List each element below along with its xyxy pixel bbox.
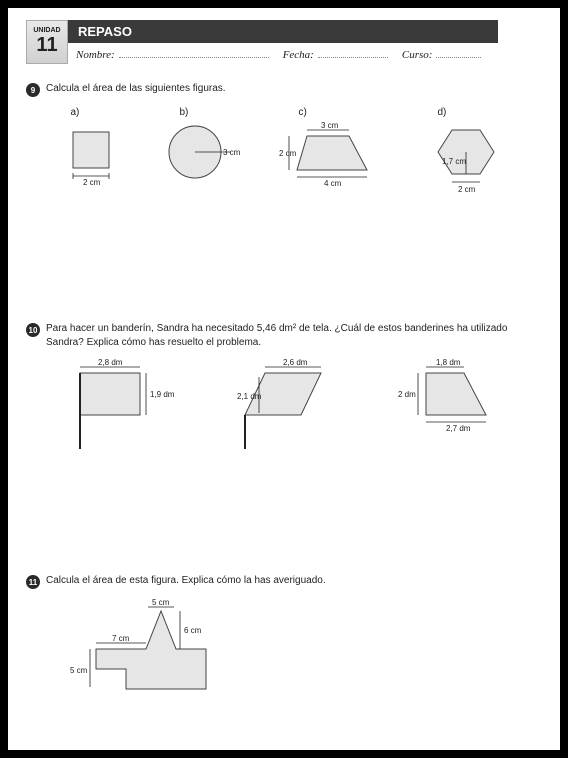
fig-9c-bottom: 4 cm <box>324 179 342 188</box>
exercise-9: 9 Calcula el área de las siguientes figu… <box>26 82 542 202</box>
fig-10-3: 1,8 dm 2 dm 2,7 dm <box>388 359 518 454</box>
fig-10-3-top: 1,8 dm <box>436 359 461 367</box>
fig-11-rect-w: 7 cm <box>112 634 130 643</box>
fig-9b: b) 3 cm <box>160 107 250 202</box>
fig-9d-side: 2 cm <box>458 185 476 194</box>
fig-10-1: 2,8 dm 1,9 dm <box>50 359 180 454</box>
fig-11-rect-h: 5 cm <box>70 666 88 675</box>
fig-10-2-h: 2,1 dm <box>237 392 262 401</box>
fig-9c-label: c) <box>279 107 389 118</box>
fig-10-1-w: 2,8 dm <box>98 359 123 367</box>
unit-number: 11 <box>36 34 57 57</box>
student-fields: Nombre: Fecha: Curso: <box>68 43 498 61</box>
fig-9a-dim: 2 cm <box>83 178 101 187</box>
ex9-text: Calcula el área de las siguientes figura… <box>46 82 226 96</box>
course-input[interactable] <box>436 57 481 58</box>
date-input[interactable] <box>318 57 388 58</box>
fig-11: 5 cm 6 cm 7 cm 5 cm <box>66 599 246 709</box>
fig-9d: d) 1,7 cm 2 cm <box>418 107 518 202</box>
name-label: Nombre: <box>76 49 115 61</box>
fig-9d-label: d) <box>418 107 518 118</box>
fig-9a-label: a) <box>51 107 131 118</box>
fig-9b-dim: 3 cm <box>223 148 241 157</box>
ex10-text: Para hacer un banderín, Sandra ha necesi… <box>46 322 542 349</box>
course-label: Curso: <box>402 49 433 61</box>
fig-9c-top: 3 cm <box>321 122 339 130</box>
fig-10-2-w: 2,6 dm <box>283 359 308 367</box>
ex9-number: 9 <box>26 83 40 97</box>
fig-10-3-bottom: 2,7 dm <box>446 424 471 433</box>
unit-label: UNIDAD <box>33 27 60 34</box>
header: UNIDAD 11 REPASO Nombre: Fecha: Curso: <box>26 20 542 64</box>
fig-9a: a) 2 cm <box>51 107 131 202</box>
name-input[interactable] <box>119 57 269 58</box>
ex11-text: Calcula el área de esta figura. Explica … <box>46 574 326 588</box>
fig-11-tri-w: 5 cm <box>152 599 170 607</box>
ex11-number: 11 <box>26 575 40 589</box>
fig-9b-label: b) <box>160 107 250 118</box>
fig-10-3-h: 2 dm <box>398 390 416 399</box>
unit-badge: UNIDAD 11 <box>26 20 68 64</box>
fig-10-1-h: 1,9 dm <box>150 390 175 399</box>
ex10-number: 10 <box>26 323 40 337</box>
fig-11-tri-h: 6 cm <box>184 626 202 635</box>
fig-9c-left: 2 cm <box>279 149 297 158</box>
exercise-10: 10 Para hacer un banderín, Sandra ha nec… <box>26 322 542 454</box>
fig-10-2: 2,6 dm 2,1 dm <box>219 359 349 454</box>
fig-9c: c) 3 cm 2 cm 4 cm <box>279 107 389 202</box>
section-title: REPASO <box>68 20 498 43</box>
fig-9d-apo: 1,7 cm <box>442 157 466 166</box>
exercise-11: 11 Calcula el área de esta figura. Expli… <box>26 574 542 709</box>
date-label: Fecha: <box>283 49 314 61</box>
worksheet-page: UNIDAD 11 REPASO Nombre: Fecha: Curso: 9… <box>8 8 560 749</box>
